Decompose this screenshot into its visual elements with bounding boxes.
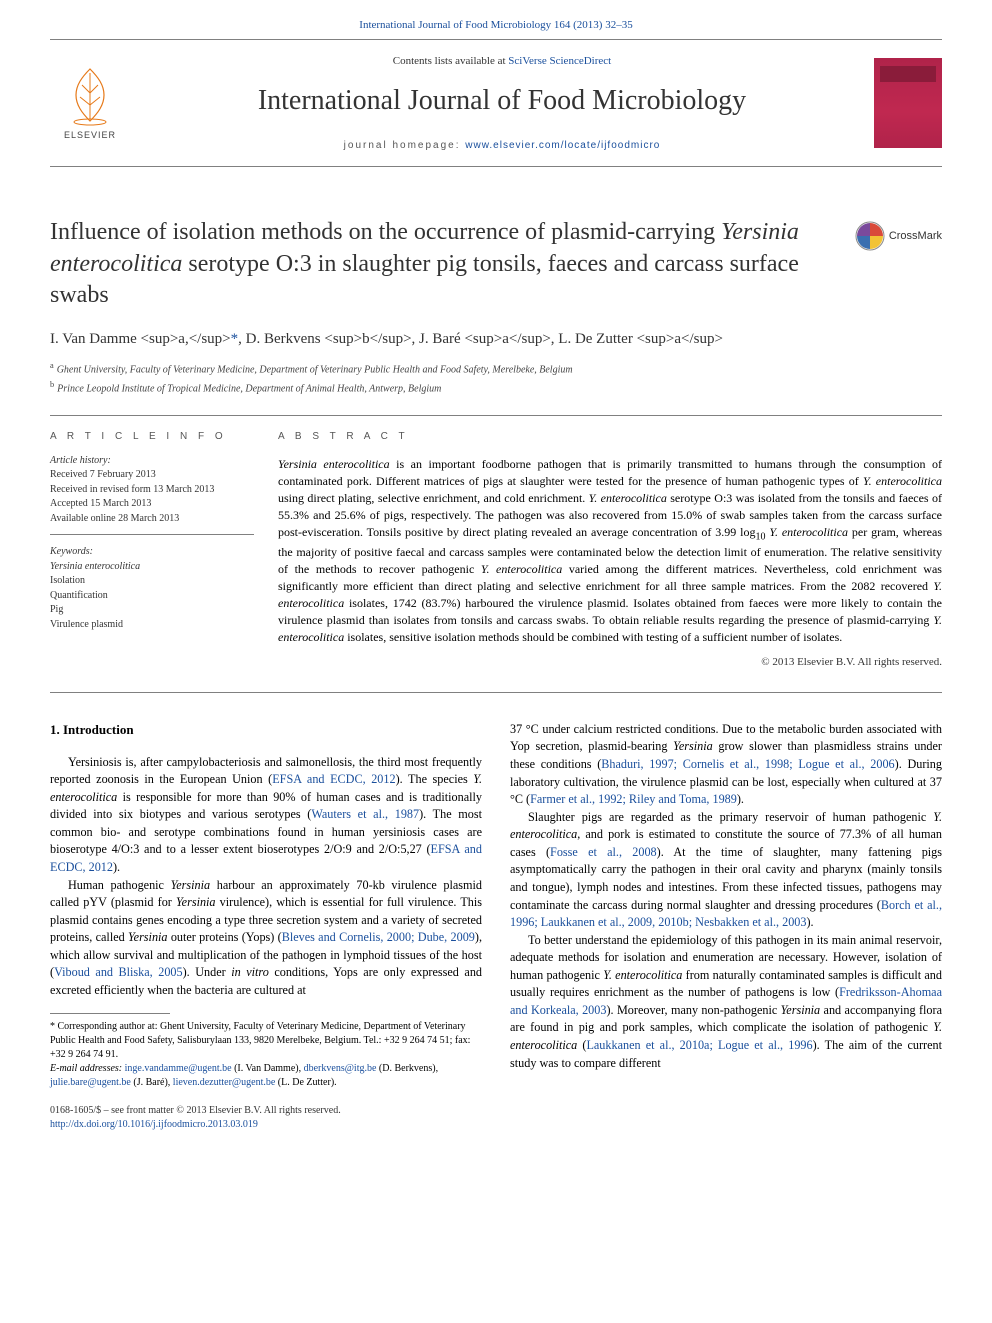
author-list: I. Van Damme <sup>a,</sup>*, D. Berkvens… (50, 329, 942, 350)
citation-ref-link[interactable]: Bhaduri, 1997; Cornelis et al., 1998; Lo… (601, 757, 894, 771)
elsevier-logo: ELSEVIER (50, 58, 130, 148)
citation-ref-link[interactable]: Fosse et al., 2008 (550, 845, 657, 859)
body-paragraph: Human pathogenic Yersinia harbour an app… (50, 877, 482, 1000)
citation-ref-link[interactable]: Laukkanen et al., 2010a; Logue et al., 1… (586, 1038, 812, 1052)
citation-ref-link[interactable]: Wauters et al., 1987 (311, 807, 419, 821)
sciencedirect-link[interactable]: SciVerse ScienceDirect (508, 55, 611, 67)
article-info-column: A R T I C L E I N F O Article history: R… (50, 430, 278, 670)
affiliation-a: aGhent University, Faculty of Veterinary… (50, 360, 942, 377)
body-paragraph: Slaughter pigs are regarded as the prima… (510, 809, 942, 932)
crossmark-badge[interactable]: CrossMark (855, 221, 942, 251)
citation-ref-link[interactable]: Viboud and Bliska, 2005 (54, 965, 183, 979)
footnote-rule (50, 1013, 170, 1014)
abstract-column: A B S T R A C T Yersinia enterocolitica … (278, 430, 942, 670)
abstract-copyright: © 2013 Elsevier B.V. All rights reserved… (278, 655, 942, 670)
body-right-column: 37 °C under calcium restricted condition… (510, 721, 942, 1091)
crossmark-icon (855, 221, 885, 251)
footnotes: * Corresponding author at: Ghent Univers… (50, 1020, 482, 1090)
corresponding-footnote: * Corresponding author at: Ghent Univers… (50, 1020, 482, 1062)
email-link[interactable]: julie.bare@ugent.be (50, 1077, 131, 1088)
section-heading: 1. Introduction (50, 721, 482, 740)
abstract-heading: A B S T R A C T (278, 430, 942, 444)
article-history-block: Article history: Received 7 February 201… (50, 454, 254, 536)
elsevier-tree-icon (62, 65, 118, 127)
journal-banner: ELSEVIER Contents lists available at Sci… (50, 39, 942, 167)
body-paragraph: Yersiniosis is, after campylobacteriosis… (50, 754, 482, 877)
crossmark-label: CrossMark (889, 229, 942, 244)
citation-ref-link[interactable]: EFSA and ECDC, 2012 (50, 842, 482, 874)
affiliation-b: bPrince Leopold Institute of Tropical Me… (50, 379, 942, 396)
journal-homepage-link[interactable]: www.elsevier.com/locate/ijfoodmicro (465, 140, 660, 151)
body-left-column: 1. Introduction Yersiniosis is, after ca… (50, 721, 482, 1091)
citation-ref-link[interactable]: Farmer et al., 1992; Riley and Toma, 198… (530, 792, 737, 806)
contents-lists-line: Contents lists available at SciVerse Sci… (140, 54, 864, 69)
doi-link[interactable]: http://dx.doi.org/10.1016/j.ijfoodmicro.… (50, 1119, 258, 1130)
email-link[interactable]: lieven.dezutter@ugent.be (173, 1077, 276, 1088)
journal-homepage-line: journal homepage: www.elsevier.com/locat… (140, 139, 864, 153)
email-link[interactable]: dberkvens@itg.be (304, 1063, 377, 1074)
citation-ref-link[interactable]: EFSA and ECDC, 2012 (272, 772, 395, 786)
running-head: International Journal of Food Microbiolo… (0, 0, 992, 39)
keywords-block: Keywords: Yersinia enterocolitica Isolat… (50, 545, 254, 632)
email-link[interactable]: inge.vandamme@ugent.be (125, 1063, 232, 1074)
article-title: Influence of isolation methods on the oc… (50, 217, 942, 311)
corresponding-author-link[interactable]: * (231, 331, 239, 347)
body-paragraph: 37 °C under calcium restricted condition… (510, 721, 942, 809)
issn-line: 0168-1605/$ – see front matter © 2013 El… (50, 1104, 942, 1118)
journal-title: International Journal of Food Microbiolo… (140, 81, 864, 120)
email-footnote: E-mail addresses: inge.vandamme@ugent.be… (50, 1062, 482, 1090)
article-info-heading: A R T I C L E I N F O (50, 430, 254, 444)
citation-ref-link[interactable]: Fredriksson-Ahomaa and Korkeala, 2003 (510, 985, 942, 1017)
citation-link[interactable]: International Journal of Food Microbiolo… (359, 19, 632, 31)
body-paragraph: To better understand the epidemiology of… (510, 932, 942, 1073)
citation-ref-link[interactable]: Bleves and Cornelis, 2000; Dube, 2009 (282, 930, 475, 944)
page-footer: 0168-1605/$ – see front matter © 2013 El… (0, 1090, 992, 1160)
elsevier-label: ELSEVIER (64, 129, 116, 142)
journal-cover-thumbnail (874, 58, 942, 148)
citation-ref-link[interactable]: Borch et al., 1996; Laukkanen et al., 20… (510, 898, 942, 930)
abstract-text: Yersinia enterocolitica is an important … (278, 456, 942, 647)
